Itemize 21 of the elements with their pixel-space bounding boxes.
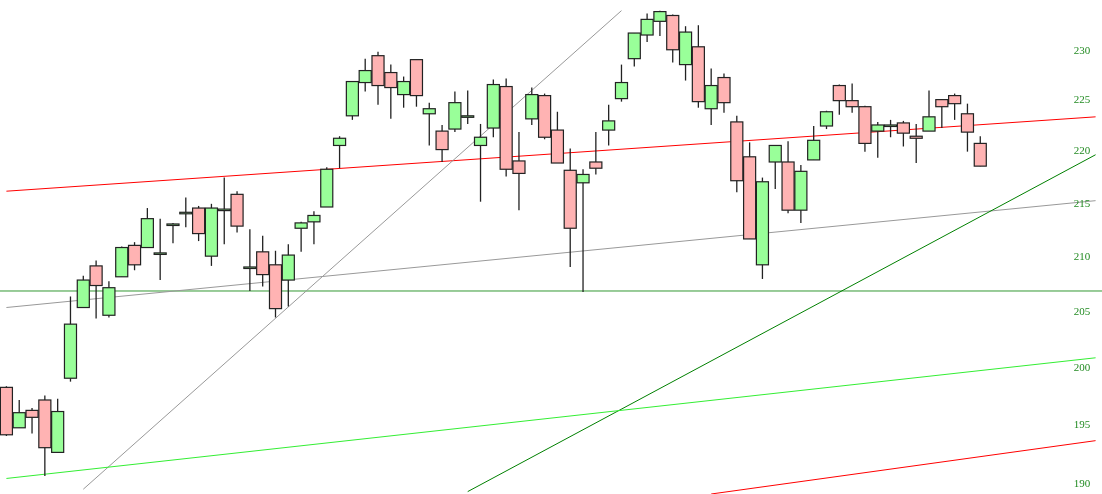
candlestick [602,104,616,147]
candlestick [153,218,167,281]
candlestick [422,102,436,147]
candlestick [332,135,347,169]
y-tick-label: 195 [1073,418,1091,431]
candlestick [589,131,603,176]
candlestick [473,123,488,203]
y-tick-label: 190 [1073,477,1091,490]
y-tick-label: 200 [1073,360,1091,373]
candlestick [973,135,987,167]
y-tick-label: 230 [1073,43,1091,56]
y-tick-label: 225 [1073,93,1091,106]
y-tick-label: 220 [1073,144,1091,157]
candlestick [807,125,821,161]
candlestick [614,63,629,103]
y-tick-label: 205 [1073,304,1091,317]
candlestick [960,103,975,153]
y-tick-label: 215 [1073,196,1091,209]
candlestick [909,123,923,164]
y-tick-label: 210 [1073,250,1091,263]
candlestick [922,89,936,132]
